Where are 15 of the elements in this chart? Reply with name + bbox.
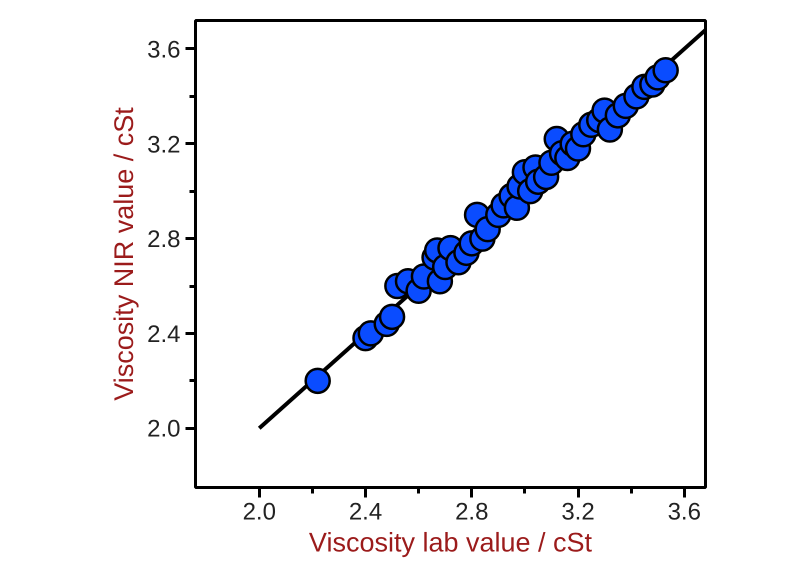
- x-tick-label: 2.4: [348, 498, 382, 526]
- point: [378, 304, 406, 330]
- y-axis-title: Viscosity NIR value / cSt: [109, 106, 140, 401]
- y-tick-label: 3.6: [147, 36, 181, 64]
- y-tick-label: 3.2: [147, 131, 181, 158]
- y-tick-label: 2.4: [147, 320, 181, 348]
- x-tick-label: 2.8: [455, 498, 488, 526]
- x-tick-label: 3.6: [668, 498, 701, 526]
- x-tick-label: 2.0: [242, 498, 276, 526]
- y-tick-label: 2.0: [147, 416, 181, 443]
- point: [304, 368, 331, 394]
- y-tick-label: 2.8: [147, 226, 181, 254]
- x-axis-title: Viscosity lab value / cSt: [308, 528, 593, 558]
- x-tick-label: 3.2: [561, 498, 595, 526]
- point: [652, 57, 679, 84]
